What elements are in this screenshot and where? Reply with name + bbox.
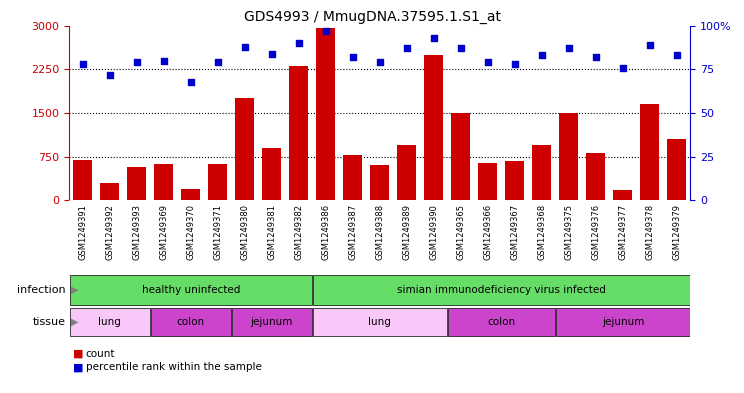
Text: jejunum: jejunum (602, 317, 644, 327)
Text: simian immunodeficiency virus infected: simian immunodeficiency virus infected (397, 285, 606, 295)
Point (401, 45, 413, 51)
Text: GSM1249379: GSM1249379 (673, 204, 682, 260)
Point (536, 52, 548, 59)
Bar (316, 28, 336, 200)
Text: jejunum: jejunum (251, 317, 293, 327)
Bar (154, 164, 173, 200)
Text: ▶: ▶ (71, 317, 78, 327)
Point (428, 35, 440, 41)
Text: GSM1249371: GSM1249371 (214, 204, 222, 260)
Text: GDS4993 / MmugDNA.37595.1.S1_at: GDS4993 / MmugDNA.37595.1.S1_at (243, 10, 501, 24)
Text: GSM1249386: GSM1249386 (321, 204, 330, 260)
Point (103, 72, 115, 78)
Text: GSM1249377: GSM1249377 (618, 204, 627, 260)
Text: GSM1249390: GSM1249390 (429, 204, 438, 260)
Point (563, 45, 575, 51)
Bar (343, 155, 362, 200)
Bar (614, 190, 632, 200)
Text: count: count (86, 349, 115, 359)
Bar (559, 113, 578, 200)
Point (617, 64, 629, 71)
Bar (371, 165, 389, 200)
Point (590, 54, 602, 60)
Bar (127, 167, 146, 200)
Text: GSM1249391: GSM1249391 (78, 204, 87, 260)
Point (320, 28, 332, 34)
Point (293, 40, 305, 46)
Text: percentile rank within the sample: percentile rank within the sample (86, 362, 261, 373)
Point (455, 45, 466, 51)
Text: healthy uninfected: healthy uninfected (141, 285, 240, 295)
Bar (397, 145, 417, 200)
FancyBboxPatch shape (151, 308, 231, 336)
Bar (73, 160, 92, 200)
FancyBboxPatch shape (232, 308, 312, 336)
Bar (424, 55, 443, 200)
Bar (235, 98, 254, 200)
Text: GSM1249393: GSM1249393 (132, 204, 141, 260)
Bar (289, 66, 308, 200)
Text: GSM1249387: GSM1249387 (348, 204, 357, 260)
Text: lung: lung (368, 317, 391, 327)
Point (373, 59, 385, 65)
Point (239, 43, 251, 50)
Bar (586, 152, 606, 200)
Text: GSM1249368: GSM1249368 (537, 204, 546, 260)
Text: GSM1249392: GSM1249392 (105, 204, 115, 260)
Bar (478, 163, 497, 200)
Bar (263, 148, 281, 200)
Bar (641, 104, 659, 200)
FancyBboxPatch shape (70, 308, 150, 336)
Text: GSM1249369: GSM1249369 (159, 204, 168, 260)
Point (77, 61, 89, 67)
Bar (182, 189, 200, 200)
Text: ■: ■ (73, 362, 83, 373)
Text: GSM1249365: GSM1249365 (456, 204, 465, 260)
Bar (100, 183, 119, 200)
Text: GSM1249378: GSM1249378 (645, 204, 655, 260)
Bar (208, 164, 227, 200)
Text: GSM1249376: GSM1249376 (591, 204, 600, 260)
FancyBboxPatch shape (70, 275, 312, 305)
Text: GSM1249380: GSM1249380 (240, 204, 249, 260)
Bar (533, 145, 551, 200)
Text: colon: colon (176, 317, 205, 327)
Text: GSM1249375: GSM1249375 (565, 204, 574, 260)
Point (158, 57, 170, 64)
Point (185, 78, 196, 84)
FancyBboxPatch shape (448, 308, 555, 336)
Point (509, 61, 521, 67)
Text: ■: ■ (73, 349, 83, 359)
Text: colon: colon (487, 317, 516, 327)
Point (266, 50, 278, 57)
Point (212, 59, 224, 65)
FancyBboxPatch shape (312, 308, 447, 336)
FancyBboxPatch shape (556, 308, 690, 336)
Text: tissue: tissue (33, 317, 65, 327)
Text: GSM1249366: GSM1249366 (484, 204, 493, 260)
Text: GSM1249382: GSM1249382 (295, 204, 304, 260)
Point (347, 54, 359, 60)
Text: GSM1249388: GSM1249388 (375, 204, 385, 260)
Text: ▶: ▶ (71, 285, 78, 295)
Bar (667, 139, 687, 200)
Text: GSM1249381: GSM1249381 (267, 204, 276, 260)
FancyBboxPatch shape (312, 275, 690, 305)
Text: GSM1249370: GSM1249370 (186, 204, 195, 260)
Text: GSM1249367: GSM1249367 (510, 204, 519, 260)
Point (644, 42, 656, 48)
Text: GSM1249389: GSM1249389 (403, 204, 411, 260)
Point (671, 52, 683, 59)
Point (482, 59, 494, 65)
Text: infection: infection (17, 285, 65, 295)
Point (131, 59, 143, 65)
Bar (452, 113, 470, 200)
Bar (505, 161, 525, 200)
Text: lung: lung (98, 317, 121, 327)
